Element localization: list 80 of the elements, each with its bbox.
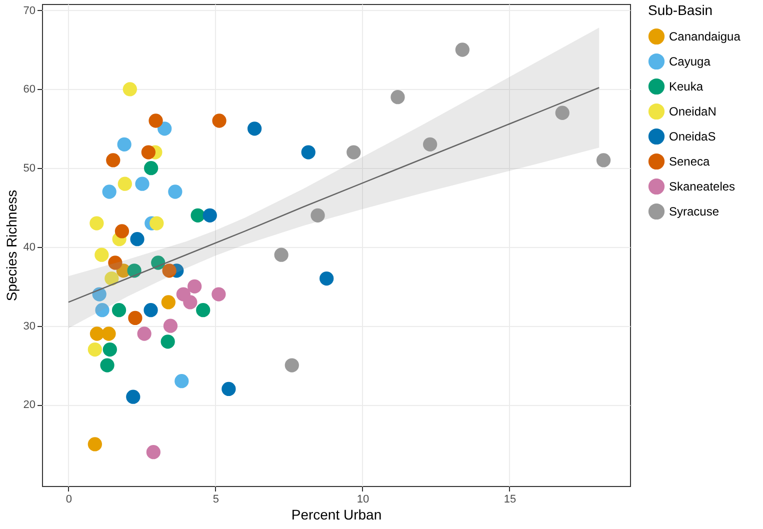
x-tick-label: 5 [212, 494, 220, 506]
point [158, 122, 172, 136]
y-axis-title: Species Richness [3, 190, 20, 302]
point [144, 303, 158, 318]
legend-title: Sub-Basin [648, 2, 713, 18]
x-tick-label: 0 [66, 494, 72, 506]
point [92, 287, 106, 302]
point [130, 232, 144, 246]
point [212, 114, 226, 128]
legend-label: Canandaigua [669, 30, 741, 44]
point [108, 256, 122, 270]
point [212, 287, 226, 302]
point [183, 295, 198, 310]
point [127, 264, 142, 278]
point [148, 114, 163, 128]
point [102, 184, 116, 199]
legend-label: OneidaS [669, 130, 716, 144]
point [122, 82, 137, 96]
point [102, 326, 116, 341]
point [455, 42, 470, 57]
x-axis-title: Percent Urban [291, 506, 382, 522]
x-tick-label: 15 [504, 494, 516, 506]
point [596, 153, 611, 168]
point [168, 184, 182, 199]
point [188, 279, 202, 294]
point [88, 342, 102, 357]
point [118, 176, 132, 191]
line-series [68, 86, 600, 303]
point [90, 216, 104, 230]
point [94, 248, 109, 262]
point [146, 445, 160, 460]
point [106, 153, 120, 168]
point [247, 122, 262, 136]
point [346, 145, 361, 160]
point [126, 390, 140, 404]
point [160, 334, 175, 349]
point [144, 161, 158, 176]
point [222, 382, 236, 396]
point [128, 310, 142, 326]
point [555, 106, 570, 120]
point [161, 295, 176, 310]
legend-label: Syracuse [669, 204, 720, 218]
legend-label: Keuka [669, 80, 704, 94]
point [117, 137, 132, 152]
y-tick-label: 60 [23, 84, 36, 96]
legend-label: Seneca [669, 154, 710, 168]
point [390, 90, 405, 104]
point [162, 264, 176, 278]
y-tick-label: 20 [23, 399, 36, 412]
point [174, 374, 189, 388]
point [190, 208, 205, 222]
point [141, 145, 156, 160]
point [137, 326, 152, 341]
legend-label: Skaneateles [669, 180, 736, 194]
point [135, 176, 150, 191]
point [202, 208, 217, 222]
y-tick-label: 70 [23, 4, 36, 17]
point [100, 358, 114, 372]
y-tick-label: 30 [23, 320, 36, 332]
point [196, 303, 210, 318]
point [112, 303, 126, 318]
point [163, 318, 178, 333]
point [310, 208, 325, 222]
point [150, 216, 164, 230]
point [320, 271, 334, 286]
point [104, 271, 119, 286]
point [284, 358, 299, 372]
point [274, 248, 288, 262]
point [301, 145, 316, 160]
point [114, 224, 130, 238]
point [90, 326, 104, 341]
y-tick-label: 50 [23, 162, 36, 175]
point [423, 137, 438, 152]
legend-label: OneidaN [669, 104, 716, 118]
point [95, 303, 110, 318]
point [88, 437, 102, 452]
point [102, 342, 117, 357]
y-tick-label: 40 [23, 241, 36, 254]
x-tick-label: 10 [356, 494, 370, 506]
legend-label: Cayuga [669, 54, 711, 68]
